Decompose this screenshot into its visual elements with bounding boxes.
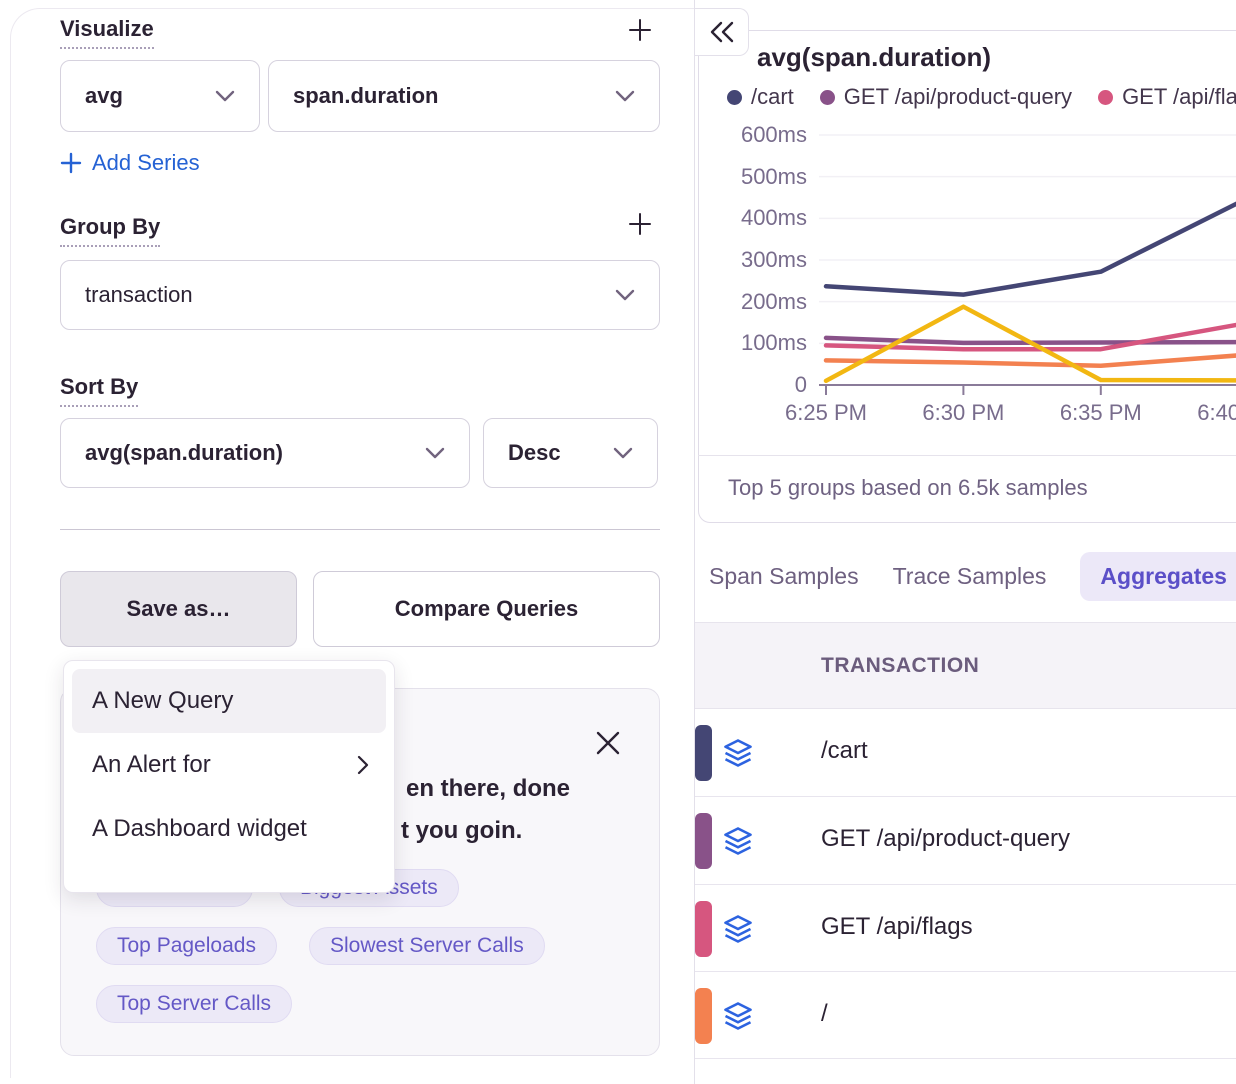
plus-icon xyxy=(60,152,82,174)
compare-queries-label: Compare Queries xyxy=(394,596,579,621)
transaction-cell: /cart xyxy=(821,737,868,764)
y-axis-label: 300ms xyxy=(740,247,807,272)
close-icon xyxy=(596,731,620,755)
add-visualize-button[interactable] xyxy=(622,12,658,48)
layers-icon[interactable] xyxy=(723,1001,753,1031)
collapse-panel-button[interactable] xyxy=(695,8,749,56)
sort-direction-value: Desc xyxy=(508,440,561,465)
suggested-query-pill[interactable]: Slowest Server Calls xyxy=(309,927,545,965)
sort-field-value: avg(span.duration) xyxy=(85,440,284,465)
legend-dot xyxy=(727,89,742,105)
save-as-menu: A New Query An Alert for A Dashboard wid… xyxy=(63,660,395,893)
chart-legend: /cart GET /api/product-query GET /api/fl… xyxy=(727,84,1236,110)
column-header-transaction[interactable]: TRANSACTION xyxy=(821,653,980,677)
chevron-down-icon xyxy=(425,447,445,458)
menu-item-dashboard-widget[interactable]: A Dashboard widget xyxy=(92,815,307,842)
series-color-bar xyxy=(695,988,712,1044)
field-value: span.duration xyxy=(293,83,439,108)
x-axis-label: 6:35 PM xyxy=(1059,400,1142,425)
y-axis-label: 500ms xyxy=(740,163,807,189)
layers-icon[interactable] xyxy=(723,914,753,944)
save-as-button[interactable]: Save as… xyxy=(60,571,297,647)
chevron-down-icon xyxy=(615,90,635,101)
double-chevron-left-icon xyxy=(710,21,733,43)
series-color-bar xyxy=(695,901,712,957)
plus-icon xyxy=(629,213,651,235)
chart-title: avg(span.duration) xyxy=(757,42,992,72)
section-divider xyxy=(60,529,660,530)
legend-dot xyxy=(1098,89,1114,105)
y-axis-label: 100ms xyxy=(740,330,807,356)
menu-item-alert[interactable]: An Alert for xyxy=(72,733,386,797)
results-panel: avg(span.duration) /cart GET /api/produc… xyxy=(694,0,1236,1084)
visualize-section-label: Visualize xyxy=(60,16,154,49)
chevron-down-icon xyxy=(613,447,633,458)
chart-card xyxy=(698,30,1236,523)
table-row[interactable]: GET /api/product-query xyxy=(695,797,1236,885)
table-row-partial xyxy=(695,1059,1236,1084)
chart-footer-text: Top 5 groups based on 6.5k samples xyxy=(728,475,1088,500)
tab-span-samples[interactable]: Span Samples xyxy=(709,563,859,589)
chevron-down-icon xyxy=(615,289,635,300)
legend-item[interactable]: GET /api/product-query xyxy=(819,84,1072,110)
series-line xyxy=(823,201,1236,297)
group-by-value: transaction xyxy=(85,282,193,307)
transaction-cell: GET /api/flags xyxy=(821,913,973,940)
suggested-query-pill[interactable]: Top Server Calls xyxy=(96,985,293,1023)
card-text-line2: t you goin. xyxy=(401,817,523,844)
tab-trace-samples[interactable]: Trace Samples xyxy=(892,563,1047,589)
layers-icon[interactable] xyxy=(723,738,753,768)
add-series-link[interactable]: Add Series xyxy=(60,150,200,176)
panel-border xyxy=(10,8,694,1078)
x-axis-label: 6:40 PM xyxy=(1197,400,1236,425)
legend-dot xyxy=(819,89,835,105)
line-chart xyxy=(819,134,1236,395)
group-by-select[interactable]: transaction xyxy=(60,260,660,330)
chart-footer-divider xyxy=(698,455,1236,456)
series-color-bar xyxy=(695,725,712,781)
group-by-section-label: Group By xyxy=(60,214,161,247)
series-line xyxy=(823,322,1236,352)
save-as-label: Save as… xyxy=(126,596,231,621)
close-card-button[interactable] xyxy=(592,727,624,759)
x-axis-label: 6:25 PM xyxy=(785,400,867,425)
plus-icon xyxy=(629,19,651,41)
results-tabs: Span Samples Trace Samples Aggregates xyxy=(709,552,1236,601)
menu-item-new-query[interactable]: A New Query xyxy=(72,669,386,733)
series-line xyxy=(823,304,1236,384)
compare-queries-button[interactable]: Compare Queries xyxy=(313,571,660,647)
x-axis-label: 6:30 PM xyxy=(922,400,1005,425)
add-group-by-button[interactable] xyxy=(622,206,658,242)
suggested-query-pill[interactable]: Top Pageloads xyxy=(96,927,277,965)
y-axis-label: 600ms xyxy=(740,122,807,147)
y-axis-label: 400ms xyxy=(740,205,807,231)
table-row[interactable]: /cart xyxy=(695,709,1236,797)
table-row[interactable]: GET /api/flags xyxy=(695,885,1236,972)
add-series-label: Add Series xyxy=(92,150,200,175)
transaction-cell: GET /api/product-query xyxy=(821,825,1071,852)
layers-icon[interactable] xyxy=(723,826,753,856)
y-axis-label: 200ms xyxy=(740,288,807,314)
card-text-line1: en there, done xyxy=(406,775,571,802)
legend-item[interactable]: GET /api/flags xyxy=(1098,84,1236,110)
sort-direction-select[interactable]: Desc xyxy=(483,418,658,488)
aggregate-select[interactable]: avg xyxy=(60,60,260,132)
field-select[interactable]: span.duration xyxy=(268,60,660,132)
sort-by-section-label: Sort By xyxy=(60,374,139,407)
chevron-down-icon xyxy=(215,90,235,101)
tab-aggregates[interactable]: Aggregates xyxy=(1080,552,1236,601)
series-line xyxy=(823,353,1236,369)
chevron-right-icon xyxy=(357,755,369,775)
transaction-cell: / xyxy=(821,1000,828,1027)
table-row[interactable]: / xyxy=(695,972,1236,1059)
query-builder-panel: Visualize avg span.duration Add Series G xyxy=(10,8,694,1078)
aggregate-value: avg xyxy=(85,83,123,108)
legend-item[interactable]: /cart xyxy=(727,84,794,110)
y-axis-label: 0 xyxy=(794,372,807,397)
series-color-bar xyxy=(695,813,712,869)
sort-field-select[interactable]: avg(span.duration) xyxy=(60,418,470,488)
table-header-row: TRANSACTION xyxy=(695,622,1236,709)
